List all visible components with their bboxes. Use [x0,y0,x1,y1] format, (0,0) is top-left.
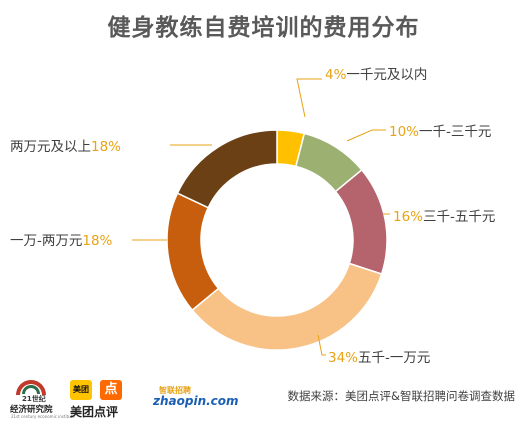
donut-slices [166,129,388,351]
slice-6 [176,129,278,209]
slice-pct-3: 16% [393,209,423,225]
slice-label-6: 两万元及以上18% [10,139,121,155]
leader-line-2 [346,129,386,142]
slice-4 [191,262,383,351]
slice-category-6: 两万元及以上 [10,139,91,155]
slice-labels: 4%一千元及以内 10%一千-三千元 16%三千-五千元 34%五千-一万元 一万-两万… [10,67,495,366]
leader-lines [132,78,390,356]
chart-title: 健身教练自费培训的费用分布 [107,15,420,41]
slice-label-5: 一万-两万元18% [10,233,113,249]
slice-label-1: 4%一千元及以内 [325,67,427,83]
slice-category-4: 五千-一万元 [358,350,430,366]
slice-category-1: 一千元及以内 [346,67,427,83]
data-source-note: 数据来源：美团点评&智联招聘问卷调查数据 [287,389,515,403]
leader-line-1 [296,78,322,118]
slice-label-4: 34%五千-一万元 [328,350,430,366]
slice-category-2: 一千-三千元 [419,124,491,140]
slice-pct-6: 18% [91,139,121,155]
slice-5 [166,192,220,312]
logo-21st-century-economic-institute: 21世纪 经济研究院 21st century economic institu… [8,376,75,422]
slice-pct-5: 18% [82,233,112,249]
logo-meituan-dianping: 美团 点 美团点评 [68,378,130,422]
slice-pct-1: 4% [325,67,347,83]
slice-pct-4: 34% [328,350,358,366]
logo-zhaopin: 智联招聘 zhaopin.com [153,386,239,408]
slice-pct-2: 10% [389,124,419,140]
slice-label-3: 16%三千-五千元 [393,209,495,225]
slice-label-2: 10%一千-三千元 [389,124,491,140]
leader-line-4 [317,334,326,356]
slice-category-3: 三千-五千元 [423,209,495,225]
slice-category-5: 一万-两万元 [10,233,82,249]
slice-3 [334,168,388,275]
